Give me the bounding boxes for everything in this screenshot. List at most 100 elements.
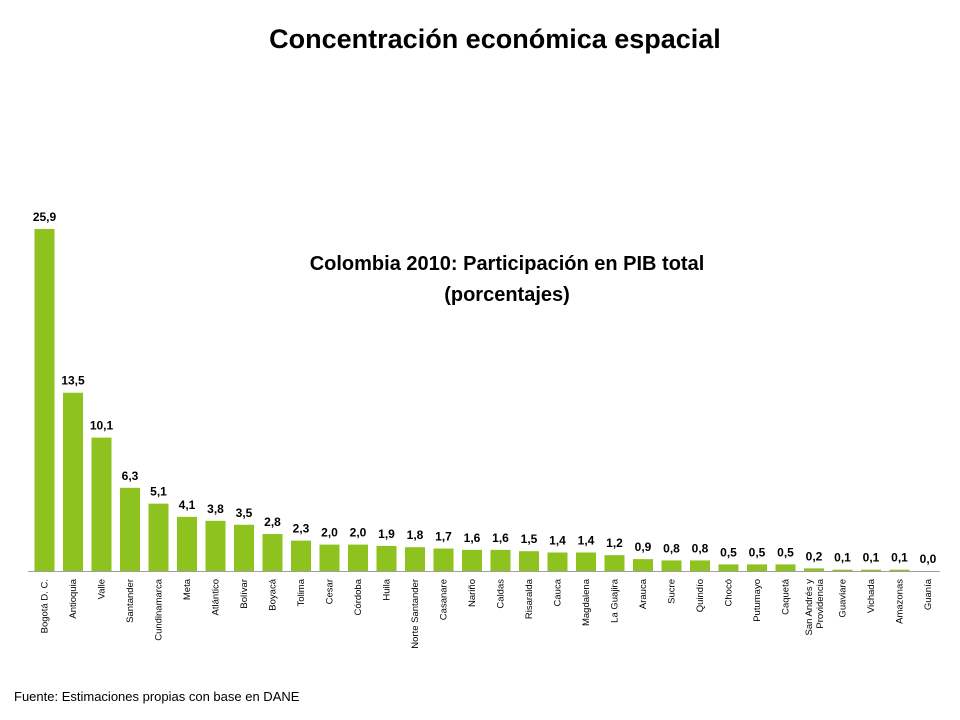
category-label: Atlántico xyxy=(211,579,222,615)
bar xyxy=(775,564,796,571)
category-label: Caldas xyxy=(496,579,507,609)
value-label: 5,1 xyxy=(150,485,167,499)
value-label: 2,8 xyxy=(264,515,281,529)
value-label: 25,9 xyxy=(33,210,57,224)
bar xyxy=(604,555,625,571)
bar xyxy=(661,560,682,571)
bar xyxy=(376,545,397,571)
category-label: Chocó xyxy=(724,579,735,606)
category-label: Magdalena xyxy=(581,578,592,626)
bar xyxy=(348,544,368,571)
source-note: Fuente: Estimaciones propias con base en… xyxy=(14,689,300,704)
value-label: 0,5 xyxy=(749,545,766,559)
bar xyxy=(462,549,482,571)
value-label: 0,5 xyxy=(777,545,794,559)
category-label: Guaviare xyxy=(838,579,849,618)
chart-title: Colombia 2010: Participación en PIB tota… xyxy=(310,253,705,275)
value-label: 1,6 xyxy=(464,531,481,545)
value-label: 1,8 xyxy=(407,528,424,542)
value-label: 13,5 xyxy=(61,374,85,388)
bar xyxy=(633,559,653,571)
value-label: 2,0 xyxy=(350,526,367,540)
bar xyxy=(889,569,910,571)
bar xyxy=(177,516,197,571)
value-label: 0,8 xyxy=(692,541,709,555)
bar xyxy=(319,544,340,571)
category-label: Boyacá xyxy=(268,578,279,610)
category-label: Norte Santander xyxy=(410,579,421,649)
category-label: Quindío xyxy=(695,579,706,612)
bar xyxy=(490,549,511,571)
value-label: 0,2 xyxy=(806,549,823,563)
category-label: Sucre xyxy=(667,579,678,604)
category-label: Tolima xyxy=(296,578,307,606)
category-label: Huila xyxy=(382,578,393,600)
category-label: Antioquia xyxy=(68,578,79,618)
value-label: 1,7 xyxy=(435,530,452,544)
bar xyxy=(205,520,226,571)
value-label: 0,1 xyxy=(863,551,880,565)
value-label: 0,9 xyxy=(635,540,652,554)
category-label: La Guajira xyxy=(610,578,621,623)
value-label: 1,2 xyxy=(606,536,623,550)
category-label: Casanare xyxy=(439,579,450,620)
value-label: 3,8 xyxy=(207,502,224,516)
bar xyxy=(576,552,596,571)
value-label: 0,1 xyxy=(834,551,851,565)
bar xyxy=(747,564,767,571)
category-label: Cesar xyxy=(325,579,336,604)
category-label: Cauca xyxy=(553,578,564,606)
chart-subtitle: (porcentajes) xyxy=(444,284,570,306)
bar xyxy=(34,229,55,571)
category-label: Guanía xyxy=(923,578,934,610)
bar xyxy=(291,540,311,571)
bar xyxy=(861,569,881,571)
value-label: 3,5 xyxy=(236,506,253,520)
category-label: Córdoba xyxy=(353,578,364,615)
category-label: Risaralda xyxy=(524,578,535,619)
category-label: San Andrés yProvidencia xyxy=(804,578,826,635)
bar xyxy=(433,548,454,571)
bar xyxy=(91,437,112,571)
page-title: Concentración económica espacial xyxy=(269,24,721,54)
bar xyxy=(234,524,254,571)
bar xyxy=(690,560,710,571)
category-label: Valle xyxy=(97,579,108,599)
category-label: Cundinamarca xyxy=(154,578,165,640)
bar xyxy=(120,487,140,571)
value-label: 1,4 xyxy=(549,534,566,548)
value-label: 1,6 xyxy=(492,531,509,545)
bar xyxy=(519,551,539,571)
value-label: 1,4 xyxy=(578,534,595,548)
value-label: 10,1 xyxy=(90,419,114,433)
category-label: Bogotá D. C. xyxy=(40,579,51,633)
value-label: 0,1 xyxy=(891,551,908,565)
category-label: Santander xyxy=(125,579,136,623)
value-label: 1,5 xyxy=(521,532,538,546)
bar xyxy=(804,568,824,571)
bar xyxy=(405,547,425,571)
category-label: Vichada xyxy=(866,578,877,613)
value-label: 2,3 xyxy=(293,522,310,536)
value-label: 6,3 xyxy=(122,469,139,483)
value-label: 2,0 xyxy=(321,526,338,540)
bar xyxy=(718,564,739,571)
category-label: Amazonas xyxy=(895,579,906,624)
bar xyxy=(63,392,83,571)
bar xyxy=(832,569,853,571)
category-label: Bolívar xyxy=(239,579,250,609)
bar xyxy=(148,503,169,571)
category-label: Meta xyxy=(182,578,193,600)
category-label: Arauca xyxy=(638,578,649,609)
value-label: 4,1 xyxy=(179,498,196,512)
category-label: Nariño xyxy=(467,579,478,607)
bar xyxy=(262,534,283,571)
category-label: Caquetá xyxy=(781,578,792,615)
value-label: 0,8 xyxy=(663,541,680,555)
bar xyxy=(547,552,568,571)
category-label: Putumayo xyxy=(752,579,763,622)
value-label: 0,5 xyxy=(720,545,737,559)
value-label: 1,9 xyxy=(378,527,395,541)
value-label: 0,0 xyxy=(920,552,937,566)
